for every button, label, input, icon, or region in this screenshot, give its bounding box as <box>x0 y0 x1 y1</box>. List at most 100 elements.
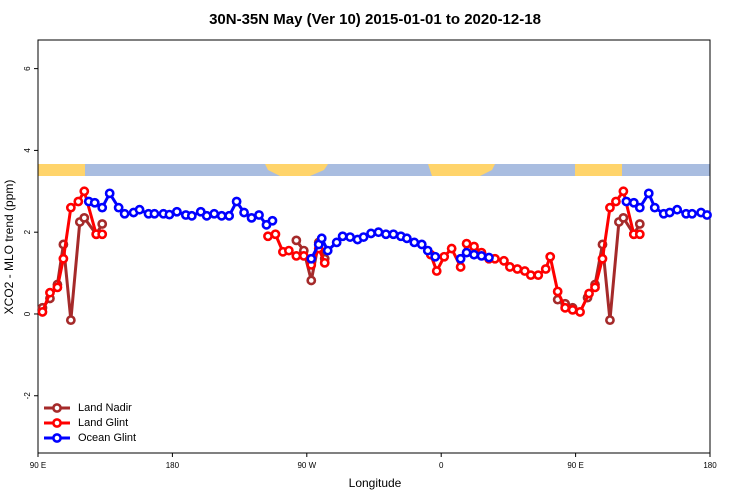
point <box>65 202 76 213</box>
point <box>298 251 309 261</box>
point <box>331 237 342 248</box>
x-tick-label: 90 E <box>567 461 583 470</box>
legend-marker <box>52 418 62 428</box>
point <box>416 239 427 250</box>
point <box>254 210 264 220</box>
point <box>672 204 683 215</box>
y-axis-label: XCO2 - MLO trend (ppm) <box>2 180 16 315</box>
y-tick-label: 4 <box>23 148 32 153</box>
point <box>291 251 302 261</box>
point <box>584 288 594 299</box>
point <box>634 219 645 229</box>
x-tick-label: 0 <box>439 461 444 470</box>
point <box>560 302 571 313</box>
point <box>409 237 420 248</box>
point <box>422 245 433 256</box>
point <box>306 275 317 286</box>
point <box>469 249 479 260</box>
point <box>575 307 585 317</box>
point <box>381 229 391 240</box>
point <box>545 251 556 262</box>
point <box>687 208 697 219</box>
point <box>337 231 348 242</box>
point <box>119 208 130 219</box>
point <box>533 270 544 281</box>
legend-marker <box>52 403 62 413</box>
point <box>373 227 384 238</box>
point <box>58 253 69 264</box>
point <box>634 202 645 213</box>
point <box>431 266 442 276</box>
point <box>52 282 63 293</box>
y-tick-label: 0 <box>23 311 32 316</box>
point <box>79 212 90 223</box>
point <box>439 251 450 262</box>
point <box>461 247 472 258</box>
point <box>345 232 356 242</box>
x-axis-label: Longitude <box>349 476 402 490</box>
legend-label: Land Glint <box>78 417 128 429</box>
point <box>590 282 600 293</box>
x-tick-label: 180 <box>703 461 717 470</box>
point <box>618 186 629 197</box>
point <box>476 251 487 261</box>
point <box>270 229 281 240</box>
legend-label: Ocean Glint <box>78 432 136 444</box>
point <box>461 238 472 249</box>
point <box>366 228 376 239</box>
point <box>104 188 115 199</box>
point <box>611 196 621 207</box>
point <box>643 188 654 199</box>
point <box>306 253 317 264</box>
point <box>79 186 90 197</box>
legend-marker <box>52 433 62 443</box>
point <box>149 208 160 219</box>
y-tick-label: 2 <box>23 229 32 234</box>
point <box>89 197 100 208</box>
point <box>605 315 615 326</box>
point <box>231 196 242 207</box>
point <box>702 210 712 220</box>
point <box>499 255 509 266</box>
point <box>37 307 48 317</box>
point <box>567 304 578 315</box>
point <box>322 245 333 256</box>
point <box>525 270 536 281</box>
point <box>97 202 108 213</box>
point <box>388 229 399 240</box>
legend-label: Land Nadir <box>78 402 132 414</box>
point <box>97 219 108 229</box>
point <box>401 233 412 244</box>
point <box>73 196 84 207</box>
point <box>540 264 551 274</box>
point <box>319 257 330 268</box>
y-tick-label: -2 <box>23 392 32 400</box>
point <box>628 197 639 208</box>
point <box>224 210 235 221</box>
point <box>621 196 632 207</box>
point <box>164 209 175 220</box>
point <box>171 206 182 217</box>
point <box>113 202 124 213</box>
x-tick-label: 90 W <box>297 461 316 470</box>
point <box>45 287 55 298</box>
point <box>469 241 479 252</box>
x-tick-label: 180 <box>166 461 180 470</box>
point <box>134 204 145 215</box>
point <box>446 243 457 254</box>
land-ocean-strip <box>38 164 710 176</box>
y-tick-label: 6 <box>23 66 32 71</box>
x-tick-label: 90 E <box>30 461 46 470</box>
point <box>358 232 369 242</box>
point <box>504 262 515 272</box>
point <box>512 264 523 274</box>
plot-frame <box>37 39 711 454</box>
point <box>291 235 302 246</box>
point <box>430 251 441 262</box>
point <box>216 210 227 221</box>
point <box>97 229 108 240</box>
point <box>267 215 278 226</box>
point <box>552 286 563 297</box>
point <box>186 210 197 221</box>
